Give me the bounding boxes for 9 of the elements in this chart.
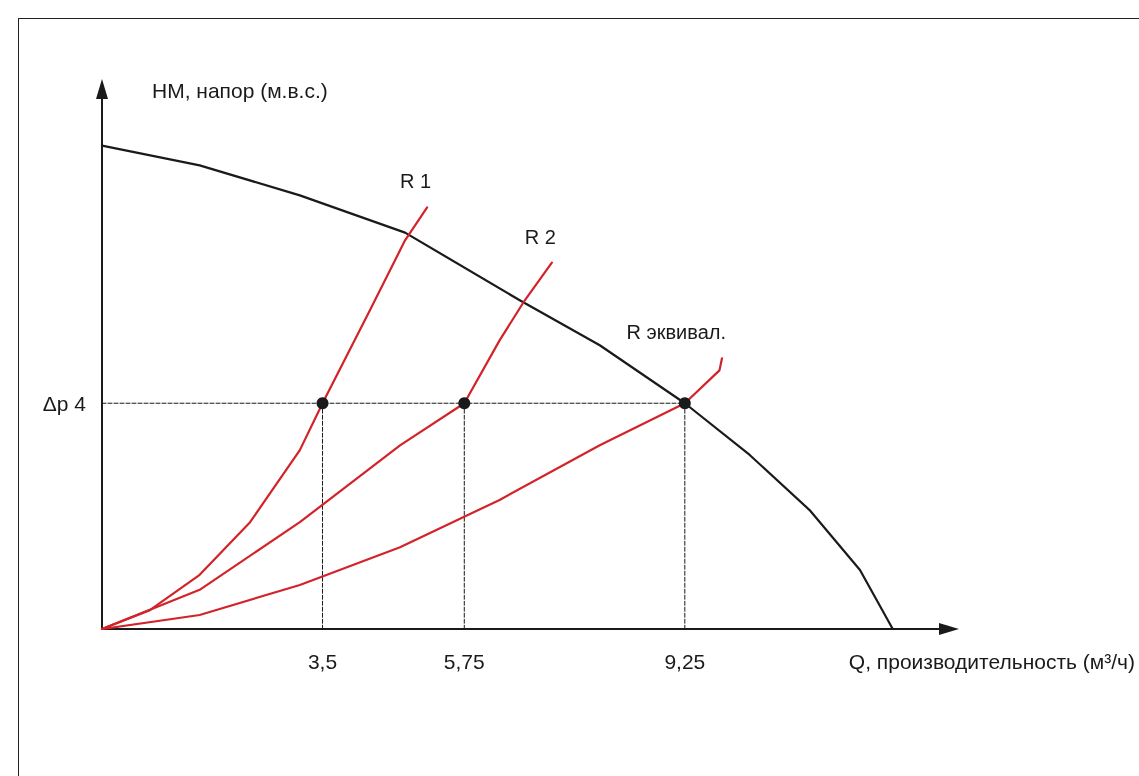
series-label: R 2 [524,225,556,248]
x-tick-label: 9,25 [664,650,706,673]
x-tick-label: 5,75 [443,650,485,673]
series-label: R эквивал. [626,321,726,344]
y-axis-title: НМ, напор (м.в.с.) [152,78,328,102]
series-label: R 1 [399,170,432,193]
annotation: Δp 4 [42,391,87,415]
x-axis-title: Q, производительность (м³/ч) [848,650,1135,673]
x-tick-label: 3,5 [307,650,338,673]
